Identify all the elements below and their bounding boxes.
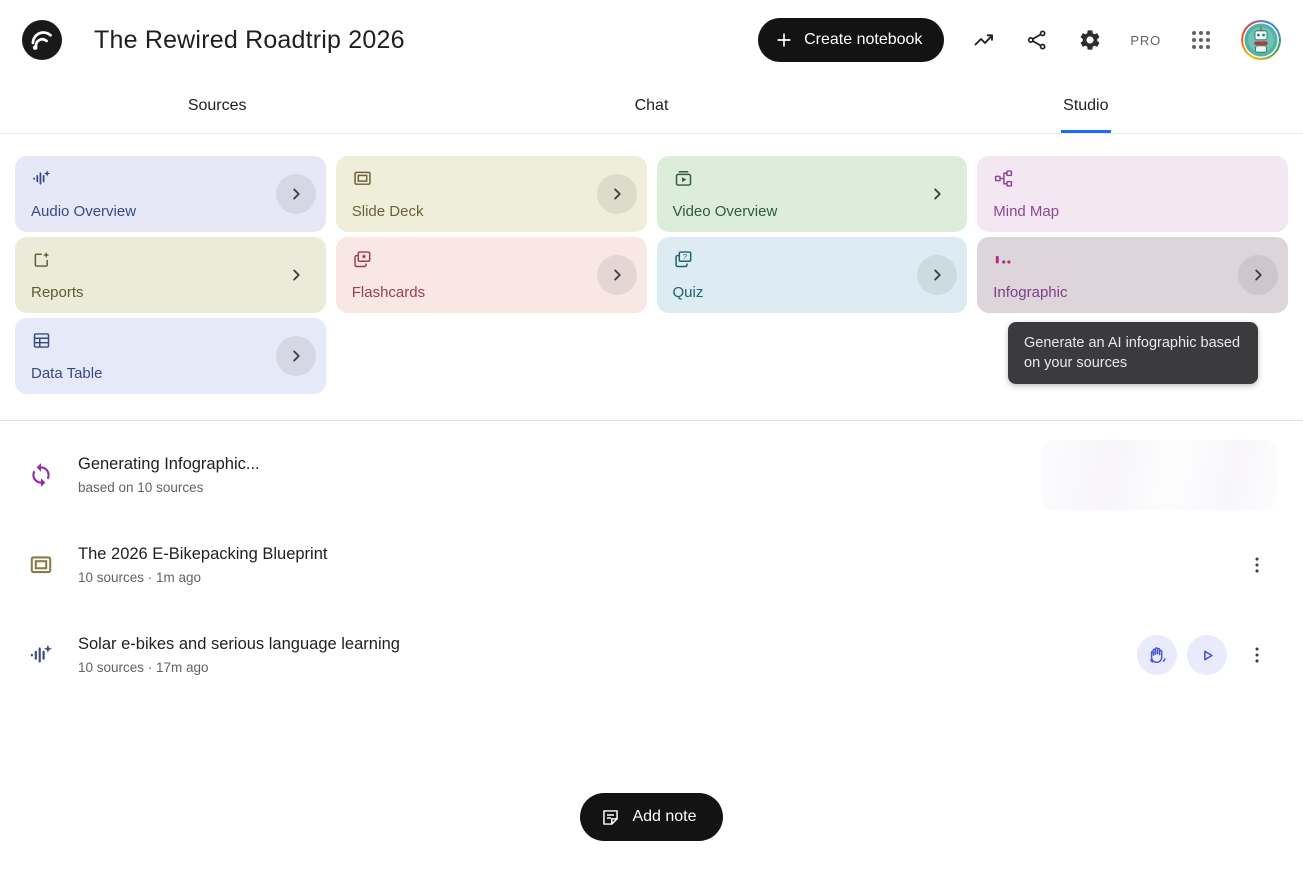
loading-skeleton	[1042, 440, 1277, 510]
user-avatar[interactable]	[1241, 20, 1281, 60]
more-options-icon[interactable]	[1237, 545, 1277, 585]
footer: Add note	[0, 793, 1303, 841]
chevron-right-icon[interactable]	[275, 336, 316, 376]
artifact-row-slide-deck[interactable]: The 2026 E-Bikepacking Blueprint 10 sour…	[28, 530, 1277, 600]
video-play-icon	[673, 168, 952, 189]
card-label: Mind Map	[993, 203, 1060, 220]
svg-text:?: ?	[682, 252, 686, 261]
card-label: Quiz	[672, 284, 704, 301]
card-quiz[interactable]: ? Quiz	[656, 237, 968, 313]
share-icon[interactable]	[1024, 27, 1050, 53]
loading-dots-icon	[993, 249, 1272, 270]
audio-waveform-sparkle-icon	[28, 642, 54, 668]
card-flashcards[interactable]: Flashcards	[335, 237, 647, 313]
panel-tabs: Sources Chat Studio	[0, 80, 1303, 134]
chevron-right-icon[interactable]	[1238, 255, 1278, 295]
tab-studio[interactable]: Studio	[869, 80, 1303, 133]
pro-badge: PRO	[1130, 32, 1161, 48]
settings-gear-icon[interactable]	[1077, 27, 1103, 53]
notebooklm-logo-icon[interactable]	[22, 20, 62, 60]
chevron-right-icon[interactable]	[596, 255, 637, 295]
chevron-right-icon[interactable]	[596, 174, 637, 214]
artifact-meta: based on 10 sources	[78, 480, 204, 495]
mind-map-icon	[993, 168, 1272, 189]
analytics-trending-up-icon[interactable]	[971, 27, 997, 53]
artifact-row-audio-overview[interactable]: Solar e-bikes and serious language learn…	[28, 620, 1277, 690]
chevron-right-icon[interactable]	[917, 255, 958, 295]
tab-chat[interactable]: Chat	[634, 97, 669, 114]
card-label: Data Table	[31, 365, 103, 382]
quiz-question-icon: ?	[673, 249, 952, 270]
card-audio-overview[interactable]: Audio Overview	[15, 156, 326, 232]
create-notebook-button[interactable]: Create notebook	[758, 18, 945, 62]
card-label: Slide Deck	[351, 203, 424, 220]
slide-frame-icon	[28, 552, 54, 578]
header-actions: Create notebook PRO	[758, 18, 1281, 62]
create-notebook-label: Create notebook	[804, 31, 923, 48]
card-infographic[interactable]: Infographic	[977, 237, 1288, 313]
card-video-overview[interactable]: Video Overview	[656, 156, 968, 232]
sync-progress-icon	[28, 462, 54, 488]
google-apps-grid-icon[interactable]	[1188, 27, 1214, 53]
chevron-right-icon[interactable]	[276, 255, 316, 295]
card-mind-map[interactable]: Mind Map	[977, 156, 1288, 232]
add-note-button[interactable]: Add note	[580, 793, 723, 841]
artifact-meta: 10 sources · 17m ago	[78, 660, 209, 675]
infographic-tooltip: Generate an AI infographic based on your…	[1008, 322, 1258, 384]
interactive-mode-hand-icon[interactable]	[1137, 635, 1177, 675]
card-label: Audio Overview	[31, 203, 137, 220]
artifact-title: Solar e-bikes and serious language learn…	[78, 635, 400, 653]
plus-icon	[774, 30, 794, 50]
artifact-title: Generating Infographic...	[78, 455, 260, 473]
card-data-table[interactable]: Data Table	[15, 318, 326, 394]
artifact-row-generating-infographic[interactable]: Generating Infographic... based on 10 so…	[28, 440, 1277, 510]
report-sparkle-icon	[31, 249, 310, 270]
artifact-list: Generating Infographic... based on 10 so…	[0, 421, 1303, 690]
section-divider	[0, 420, 1303, 421]
flashcards-star-icon	[352, 249, 631, 270]
card-label: Infographic	[993, 284, 1068, 301]
artifact-meta: 10 sources · 1m ago	[78, 570, 202, 585]
chevron-right-icon[interactable]	[275, 174, 316, 214]
card-label: Video Overview	[672, 203, 778, 220]
more-options-icon[interactable]	[1237, 635, 1277, 675]
play-icon[interactable]	[1187, 635, 1227, 675]
add-note-label: Add note	[632, 808, 697, 825]
artifact-title: The 2026 E-Bikepacking Blueprint	[78, 545, 328, 563]
slide-frame-icon	[352, 168, 631, 189]
card-slide-deck[interactable]: Slide Deck	[335, 156, 647, 232]
chevron-right-icon[interactable]	[917, 174, 957, 214]
header: The Rewired Roadtrip 2026 Create noteboo…	[0, 0, 1303, 80]
data-table-icon	[31, 330, 310, 351]
card-reports[interactable]: Reports	[15, 237, 326, 313]
audio-waveform-sparkle-icon	[31, 168, 310, 189]
card-label: Flashcards	[351, 284, 426, 301]
notebook-title[interactable]: The Rewired Roadtrip 2026	[94, 25, 405, 54]
card-label: Reports	[31, 284, 84, 301]
studio-card-grid: Audio Overview Slide Deck	[15, 156, 1288, 394]
tab-sources[interactable]: Sources	[187, 97, 247, 114]
note-icon	[600, 807, 621, 828]
